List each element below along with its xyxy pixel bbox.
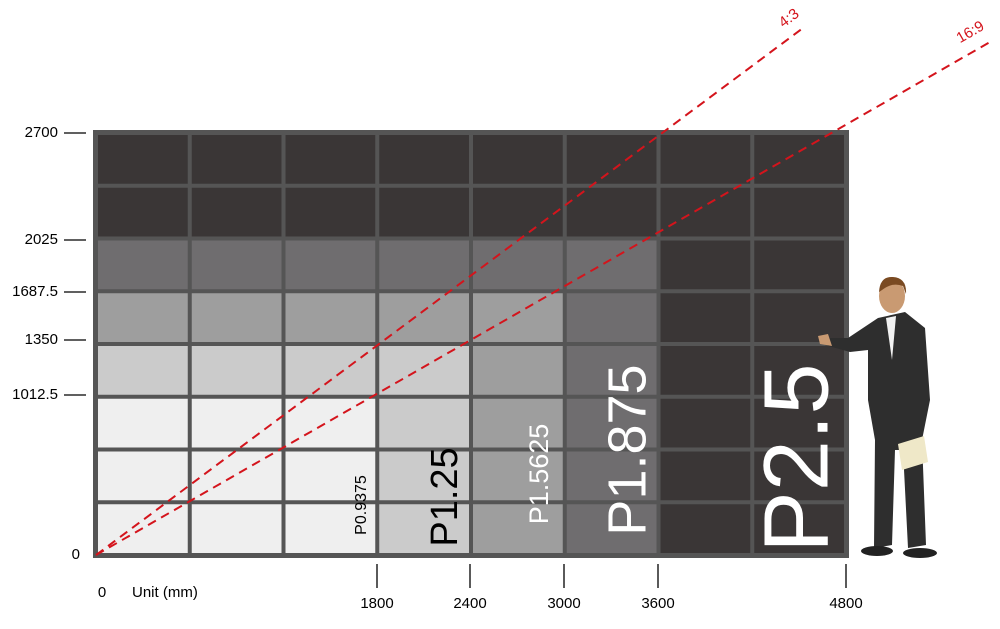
- grid-cell: [754, 240, 844, 290]
- grid-cell: [660, 504, 751, 553]
- grid-cell: [566, 240, 657, 290]
- grid-cell: [379, 240, 469, 290]
- grid-cell: [285, 135, 376, 184]
- grid-cell: [379, 504, 469, 553]
- grid-cell: [754, 398, 844, 448]
- pitch-label: P1.25: [424, 447, 466, 546]
- grid-cell: [98, 135, 188, 184]
- grid-cell: [98, 398, 188, 448]
- grid-cell: [98, 451, 188, 501]
- grid-cell: [285, 187, 376, 237]
- grid-cell: [660, 398, 751, 448]
- grid-cell: [660, 451, 751, 501]
- grid-cell: [473, 346, 563, 395]
- grid-cell: [660, 135, 751, 184]
- pitch-label: P0.9375: [353, 475, 370, 535]
- grid-cell: [473, 398, 563, 448]
- grid-cell: [754, 346, 844, 395]
- y-axis: 0 1012.5 1350 1687.5 2025 2700: [12, 124, 86, 563]
- x-tick-label: 3600: [641, 595, 674, 612]
- grid-cell: [473, 240, 563, 290]
- x-tick-label: 1800: [360, 595, 393, 612]
- grid-cell: [566, 187, 657, 237]
- grid-cell: [473, 451, 563, 501]
- grid-cell: [754, 293, 844, 342]
- x-tick-label: 2400: [453, 595, 486, 612]
- grid-cell: [566, 293, 657, 342]
- grid-cell: [660, 293, 751, 342]
- grid-cell: [566, 398, 657, 448]
- grid-cell: [285, 346, 376, 395]
- grid-cell: [191, 187, 282, 237]
- y-tick-label: 2700: [25, 124, 58, 141]
- grid-cell: [660, 346, 751, 395]
- y-tick-label: 2025: [25, 231, 58, 248]
- grid-cell: [660, 240, 751, 290]
- grid-cell: [98, 240, 188, 290]
- grid-cell: [379, 346, 469, 395]
- grid-cell: [98, 293, 188, 342]
- grid-cell: [379, 187, 469, 237]
- x-axis-unit: Unit (mm): [132, 584, 198, 601]
- grid-cell: [285, 293, 376, 342]
- grid-cell: [191, 135, 282, 184]
- y-tick-label: 1012.5: [12, 386, 58, 403]
- grid-cell: [566, 135, 657, 184]
- grid-cell: [285, 398, 376, 448]
- pitch-label: P1.5625: [524, 424, 554, 525]
- person-figure: [818, 276, 937, 558]
- grid-cell: [285, 240, 376, 290]
- grid-cell: [379, 451, 469, 501]
- grid-cell: [191, 346, 282, 395]
- grid-cell: [98, 187, 188, 237]
- grid-cell: [285, 504, 376, 553]
- grid-cell: [754, 187, 844, 237]
- grid-cell: [473, 504, 563, 553]
- grid-cell: [379, 398, 469, 448]
- ratio-line: [95, 27, 804, 556]
- grid-cell: [566, 504, 657, 553]
- y-tick-label: 0: [72, 546, 80, 563]
- pitch-label: P2.5: [745, 363, 847, 552]
- y-tick-label: 1687.5: [12, 283, 58, 300]
- pitch-label: P1.875: [597, 364, 657, 535]
- grid-cell: [754, 135, 844, 184]
- x-tick-label: 4800: [829, 595, 862, 612]
- screen-grid: [93, 130, 849, 558]
- y-tick-label: 1350: [25, 331, 58, 348]
- x-axis: 0 Unit (mm) 1800 2400 3000 3600 4800: [98, 564, 863, 612]
- grid-cell: [566, 346, 657, 395]
- x-tick-label: 0: [98, 584, 106, 601]
- grid-cell: [191, 293, 282, 342]
- grid-cell: [285, 451, 376, 501]
- ratio-label: 4:3: [776, 5, 803, 31]
- grid-cell: [98, 346, 188, 395]
- grid-cell: [473, 135, 563, 184]
- grid-cell: [191, 398, 282, 448]
- ratio-line: [95, 41, 991, 556]
- grid-cell: [379, 293, 469, 342]
- x-tick-label: 3000: [547, 595, 580, 612]
- grid-cell: [191, 504, 282, 553]
- ratio-label: 16:9: [953, 18, 987, 47]
- grid-cell: [379, 135, 469, 184]
- grid-cell: [660, 187, 751, 237]
- grid-cell: [754, 451, 844, 501]
- grid-cell: [191, 240, 282, 290]
- grid-cell: [473, 293, 563, 342]
- grid-cell: [754, 504, 844, 553]
- grid-cell: [473, 187, 563, 237]
- grid-cell: [566, 451, 657, 501]
